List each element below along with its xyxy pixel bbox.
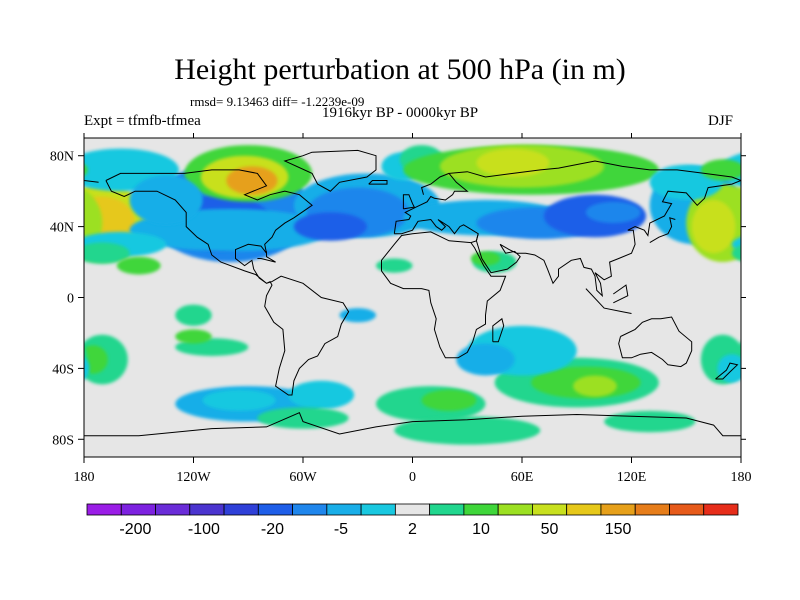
coastline — [84, 412, 741, 437]
y-tick-label: 40S — [52, 362, 74, 377]
contour-patch — [84, 345, 108, 374]
contour-patch — [731, 236, 741, 252]
colorbar-swatch — [292, 503, 328, 516]
y-tick-label: 0 — [67, 292, 74, 307]
colorbar: -200 -100 -20 -5 2 10 50 150 — [86, 503, 739, 538]
x-tick-label: 120E — [617, 470, 647, 485]
contour-patch — [604, 410, 696, 433]
coastline — [421, 172, 450, 195]
x-tick-label: 180 — [74, 470, 95, 485]
coastlines — [84, 149, 741, 437]
period-label: 1916kyr BP - 0000kyr BP — [322, 105, 479, 121]
colorbar-swatch — [497, 503, 533, 516]
contour-patch — [257, 407, 349, 429]
coastline — [283, 149, 377, 192]
contour-patch — [288, 380, 355, 410]
contour-patch — [421, 389, 477, 411]
x-tick-label: 180 — [731, 470, 752, 485]
colorbar-label: 10 — [472, 521, 490, 538]
coastline — [368, 180, 388, 185]
coastline — [618, 316, 693, 368]
x-tick-label: 60W — [289, 470, 317, 485]
x-tick-label: 120W — [176, 470, 211, 485]
colorbar-swatch — [669, 503, 705, 516]
colorbar-label: 150 — [605, 521, 632, 538]
contour-patch — [376, 258, 413, 273]
colorbar-swatch — [155, 503, 191, 516]
contour-patch — [573, 375, 617, 397]
colorbar-label: -100 — [188, 521, 220, 538]
contour-patch — [731, 245, 741, 262]
contour-patch — [691, 200, 736, 254]
colorbar-label: -20 — [261, 521, 284, 538]
y-tick-label: 40N — [50, 221, 74, 236]
contour-patch — [175, 329, 212, 344]
colorbar-swatch — [703, 503, 739, 516]
contour-patch — [456, 343, 515, 376]
contour-patch — [293, 212, 367, 241]
stats-text: rmsd= 9.13463 diff= -1.2239e-09 — [190, 94, 365, 109]
contour-patch — [84, 164, 88, 176]
colorbar-swatch — [223, 503, 259, 516]
y-tick-label: 80S — [52, 433, 74, 448]
contour-patch — [717, 354, 741, 383]
contour-patch — [129, 175, 203, 225]
colorbar-swatch — [429, 503, 465, 516]
colorbar-swatch — [566, 503, 602, 516]
colorbar-label: -5 — [334, 521, 348, 538]
coastline — [649, 217, 676, 244]
contour-patch — [84, 357, 90, 380]
y-tick-label: 80N — [50, 150, 74, 165]
contour-patch — [476, 148, 550, 177]
contour-patch — [84, 242, 130, 264]
contour-patch — [202, 389, 276, 411]
contour-patch — [175, 304, 212, 326]
colorbar-swatch — [86, 503, 122, 516]
coastline — [585, 288, 632, 314]
colorbar-label: 2 — [408, 521, 417, 538]
coastline — [257, 251, 276, 263]
y-axis: 80N 40N 0 40S 80S — [50, 150, 746, 448]
colorbar-swatch — [360, 503, 396, 516]
contour-patch — [226, 166, 278, 195]
colorbar-swatch — [394, 503, 431, 516]
colorbar-swatch — [532, 503, 568, 516]
colorbar-swatch — [634, 503, 670, 516]
coastline — [492, 317, 505, 343]
colorbar-swatch — [189, 503, 225, 516]
coastline — [402, 194, 416, 210]
colorbar-swatch — [463, 503, 499, 516]
colorbar-label: 50 — [541, 521, 559, 538]
contour-patch — [394, 416, 541, 445]
coastline — [105, 169, 350, 396]
contour-patch — [116, 256, 161, 275]
coastline — [475, 180, 741, 298]
x-tick-label: 0 — [409, 470, 416, 485]
coastline — [393, 160, 741, 234]
colorbar-swatch — [326, 503, 362, 516]
contour-patch — [339, 308, 376, 323]
coastline — [381, 218, 507, 359]
contour-patch — [700, 159, 741, 181]
colorbar-label: -200 — [119, 521, 151, 538]
contour-patch — [585, 201, 641, 224]
colorbar-swatch — [257, 503, 293, 516]
x-tick-label: 60E — [511, 470, 534, 485]
coastline — [715, 362, 739, 380]
colorbar-swatch — [120, 503, 156, 516]
coastline — [84, 180, 99, 183]
season-label: DJF — [708, 113, 734, 129]
coastline — [613, 284, 629, 304]
colorbar-swatch — [600, 503, 636, 516]
x-axis: 180 120W 60W 0 60E 120E 180 — [74, 133, 752, 485]
chart-title: Height perturbation at 500 hPa (in m) — [174, 53, 626, 86]
experiment-label: Expt = tfmfb-tfmea — [84, 113, 201, 129]
